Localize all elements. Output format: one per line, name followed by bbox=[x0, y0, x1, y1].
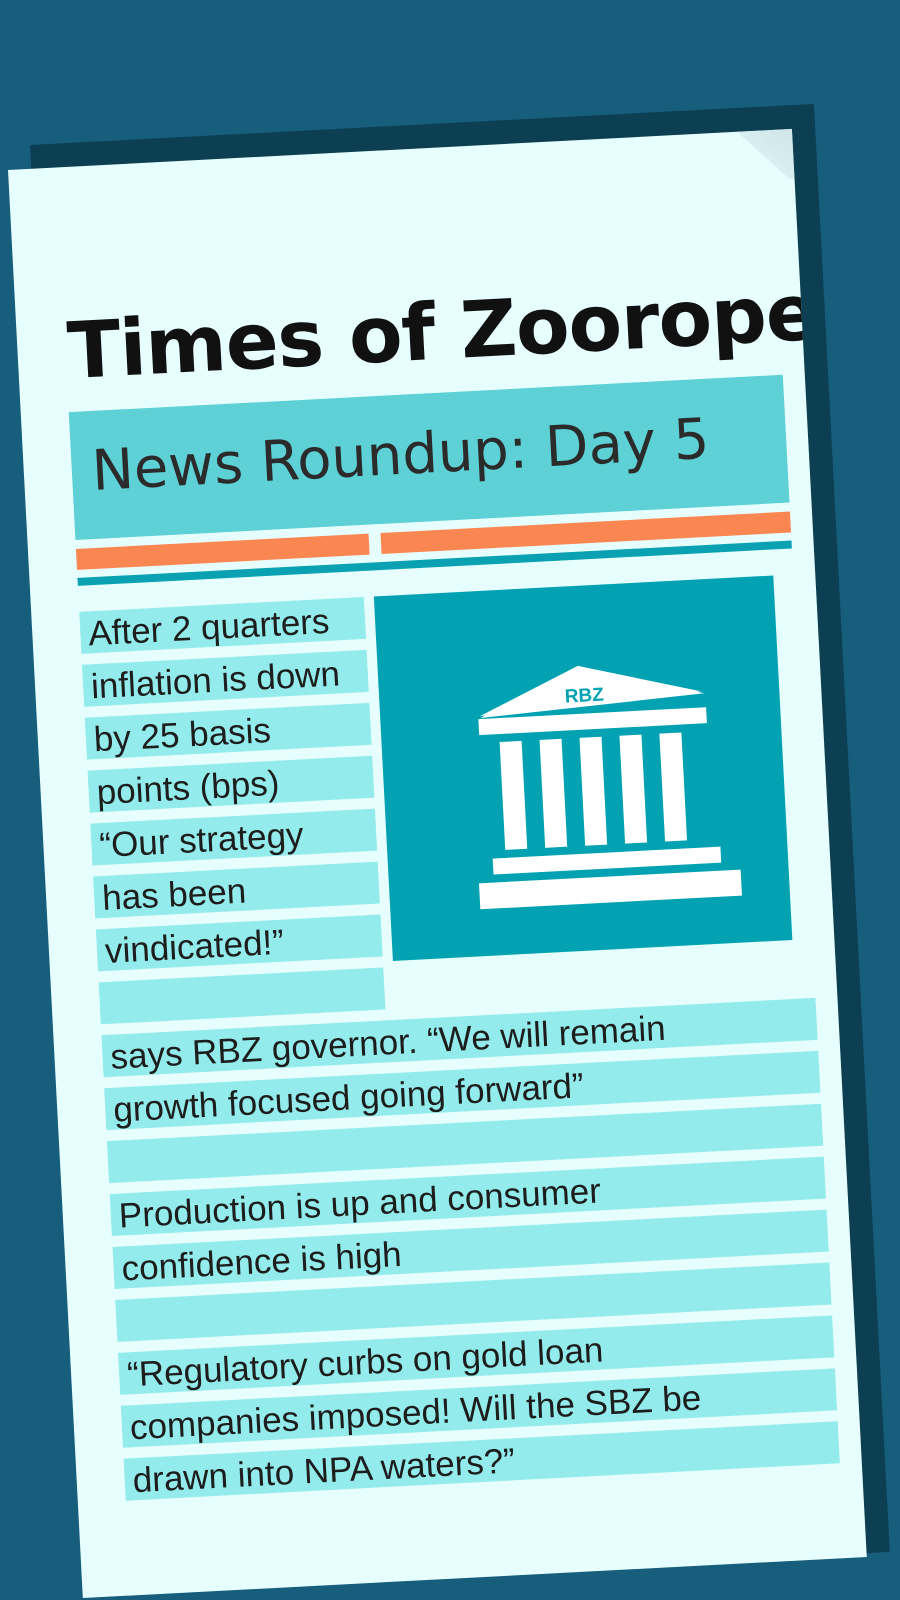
story-line-text: After 2 quarters bbox=[87, 601, 331, 654]
story-line-text: by 25 basis bbox=[92, 711, 272, 760]
story-line-text: vindicated!” bbox=[104, 922, 285, 971]
story-line-text: inflation is down bbox=[90, 654, 341, 707]
story-line: After 2 quarters bbox=[79, 596, 367, 654]
story-line: vindicated!” bbox=[95, 914, 383, 972]
story-line-text: confidence is high bbox=[120, 1234, 403, 1289]
story-line: inflation is down bbox=[81, 649, 369, 707]
newspaper: Times of Zoorope News Roundup: Day 5 Aft… bbox=[8, 128, 867, 1599]
story-line-text: points (bps) bbox=[95, 763, 281, 813]
section-banner: News Roundup: Day 5 bbox=[68, 374, 790, 540]
section-title: News Roundup: Day 5 bbox=[90, 406, 711, 504]
story-line: points (bps) bbox=[87, 755, 375, 813]
story-line-text: has been bbox=[101, 871, 248, 919]
bank-label: RBZ bbox=[564, 685, 604, 708]
story-line-blank bbox=[98, 967, 386, 1025]
story-line: has been bbox=[93, 861, 380, 919]
story-line: “Our strategy bbox=[90, 808, 378, 866]
story-line: by 25 basis bbox=[84, 702, 372, 760]
story-line-text: “Our strategy bbox=[98, 815, 305, 866]
story-line-text: drawn into NPA waters?” bbox=[131, 1441, 516, 1501]
bank-building-icon: RBZ bbox=[478, 665, 742, 910]
page-corner-fold bbox=[730, 128, 795, 183]
rbz-bank-illustration: RBZ bbox=[373, 575, 793, 961]
